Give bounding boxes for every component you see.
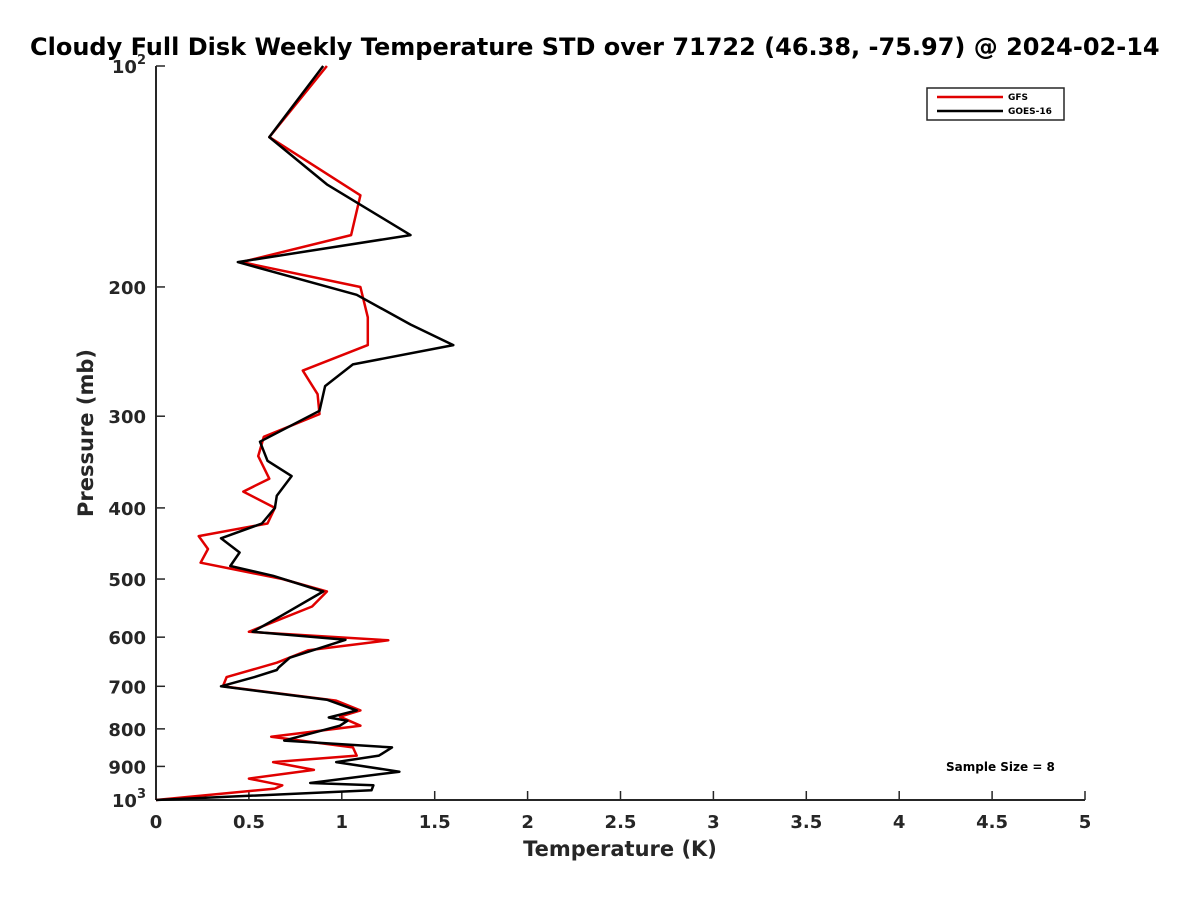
x-ticks: 0 0.5 1 1.5 2 2.5 3 3.5 4 4.5 5	[150, 791, 1092, 833]
y-tick-label: 800	[108, 720, 146, 741]
x-axis-label: Temperature (K)	[523, 837, 717, 861]
y-tick-label-base: 500	[108, 570, 146, 591]
y-tick-label-base: 800	[108, 720, 146, 741]
y-tick-label: 400	[108, 499, 146, 520]
y-tick-label-base: 400	[108, 499, 146, 520]
y-tick-label: 102	[112, 53, 146, 78]
x-tick-label: 2	[521, 812, 534, 833]
legend-box	[926, 87, 1065, 121]
x-tick-label: 2.5	[605, 812, 637, 833]
series-line-gfs	[155, 65, 390, 802]
series-lines	[155, 65, 455, 802]
legend: GFS GOES-16	[926, 87, 1065, 121]
y-tick-label: 500	[108, 570, 146, 591]
sample-size-annotation: Sample Size = 8	[946, 760, 1055, 774]
x-tick-label: 0	[150, 812, 163, 833]
y-tick-label: 900	[108, 757, 146, 778]
y-tick-label-base: 900	[108, 757, 146, 778]
y-tick-label: 200	[108, 278, 146, 299]
y-tick-label-base: 10	[112, 57, 137, 78]
y-tick-label-base: 300	[108, 407, 146, 428]
y-tick-label-base: 600	[108, 628, 146, 649]
x-tick-label: 4	[893, 812, 906, 833]
y-tick-label-base: 700	[108, 677, 146, 698]
x-tick-label: 3	[707, 812, 720, 833]
x-tick-label: 1.5	[419, 812, 451, 833]
legend-label-gfs: GFS	[1008, 93, 1028, 103]
y-tick-label-base: 10	[112, 791, 137, 812]
x-tick-label: 1	[336, 812, 349, 833]
y-axis-label: Pressure (mb)	[74, 349, 98, 517]
y-tick-label: 300	[108, 407, 146, 428]
y-tick-label: 700	[108, 677, 146, 698]
legend-label-goes16: GOES-16	[1008, 107, 1052, 117]
x-tick-label: 5	[1079, 812, 1092, 833]
y-tick-label-exponent: 3	[137, 787, 146, 802]
x-tick-label: 0.5	[233, 812, 265, 833]
x-tick-label: 3.5	[790, 812, 822, 833]
y-tick-label-base: 200	[108, 278, 146, 299]
x-tick-label: 4.5	[976, 812, 1008, 833]
series-line-goes16	[155, 65, 455, 802]
chart-title: Cloudy Full Disk Weekly Temperature STD …	[30, 33, 1160, 61]
y-tick-label: 103	[112, 787, 146, 812]
plot-axes	[155, 66, 1085, 801]
y-tick-label: 600	[108, 628, 146, 649]
y-tick-label-exponent: 2	[137, 53, 146, 68]
